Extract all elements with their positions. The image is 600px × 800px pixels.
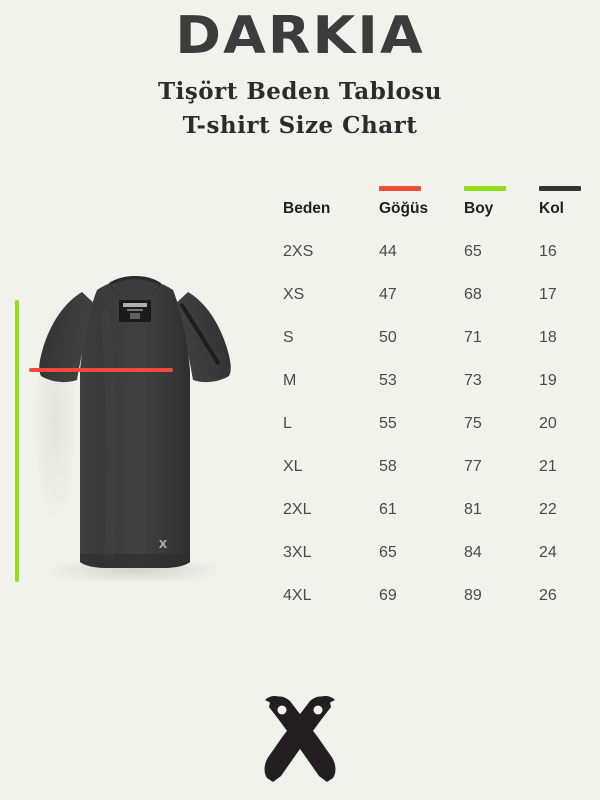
brand-x-icon — [264, 696, 336, 782]
cell-sleeve: 17 — [539, 286, 557, 303]
tshirt-illustration: X — [0, 270, 270, 590]
cell-chest: 55 — [379, 415, 397, 432]
table-row: 2XL 61 81 22 — [283, 501, 583, 544]
cell-length: 71 — [464, 329, 482, 346]
cell-size: M — [283, 372, 297, 389]
footer — [0, 690, 600, 791]
cell-size: 3XL — [283, 544, 312, 561]
cell-sleeve: 18 — [539, 329, 557, 346]
cell-size: 4XL — [283, 587, 312, 604]
cell-sleeve: 19 — [539, 372, 557, 389]
cell-chest: 58 — [379, 458, 397, 475]
table-row: L 55 75 20 — [283, 415, 583, 458]
chest-color-swatch — [379, 186, 421, 191]
cell-sleeve: 24 — [539, 544, 557, 561]
cell-chest: 50 — [379, 329, 397, 346]
cell-size: S — [283, 329, 294, 346]
cell-chest: 47 — [379, 286, 397, 303]
length-measure-line — [15, 300, 19, 582]
table-row: S 50 71 18 — [283, 329, 583, 372]
table-header-row: Beden Göğüs Boy Kol — [283, 200, 583, 243]
cell-chest: 65 — [379, 544, 397, 561]
table-row: 3XL 65 84 24 — [283, 544, 583, 587]
cell-chest: 44 — [379, 243, 397, 260]
cell-length: 84 — [464, 544, 482, 561]
cell-length: 75 — [464, 415, 482, 432]
cell-chest: 69 — [379, 587, 397, 604]
cell-sleeve: 16 — [539, 243, 557, 260]
subtitle-turkish: Tişört Beden Tablosu — [157, 78, 443, 105]
cell-sleeve: 22 — [539, 501, 557, 518]
table-row: XS 47 68 17 — [283, 286, 583, 329]
header-sleeve: Kol — [539, 200, 564, 217]
cell-length: 68 — [464, 286, 482, 303]
cell-length: 73 — [464, 372, 482, 389]
tshirt-image: X — [35, 270, 235, 582]
cell-size: 2XL — [283, 501, 312, 518]
cell-chest: 53 — [379, 372, 397, 389]
chest-measure-line — [29, 368, 173, 372]
cell-length: 89 — [464, 587, 482, 604]
subtitle-english: T-shirt Size Chart — [182, 112, 418, 139]
header-chest: Göğüs — [379, 200, 429, 217]
cell-length: 65 — [464, 243, 482, 260]
header-length: Boy — [464, 200, 494, 217]
hem-x-logo: X — [159, 538, 168, 551]
neck-label-brand — [123, 303, 147, 307]
table-row: 2XS 44 65 16 — [283, 243, 583, 286]
cell-size: XS — [283, 286, 305, 303]
size-table: Beden Göğüs Boy Kol 2XS 44 65 16 XS 47 6… — [283, 186, 583, 630]
column-color-swatches — [283, 186, 583, 200]
table-row: 4XL 69 89 26 — [283, 587, 583, 630]
cell-size: L — [283, 415, 292, 432]
cell-sleeve: 20 — [539, 415, 557, 432]
cell-chest: 61 — [379, 501, 397, 518]
cell-length: 81 — [464, 501, 482, 518]
cell-size: 2XS — [283, 243, 314, 260]
cell-size: XL — [283, 458, 303, 475]
header-size: Beden — [283, 200, 331, 217]
brand-logo: DARKIA — [175, 6, 425, 66]
tshirt-graphic: X — [35, 276, 231, 582]
cell-sleeve: 21 — [539, 458, 557, 475]
sleeve-color-swatch — [539, 186, 581, 191]
table-row: M 53 73 19 — [283, 372, 583, 415]
table-row: XL 58 77 21 — [283, 458, 583, 501]
cell-length: 77 — [464, 458, 482, 475]
cell-sleeve: 26 — [539, 587, 557, 604]
header: DARKIA Tişört Beden Tablosu T-shirt Size… — [0, 0, 600, 139]
length-color-swatch — [464, 186, 506, 191]
